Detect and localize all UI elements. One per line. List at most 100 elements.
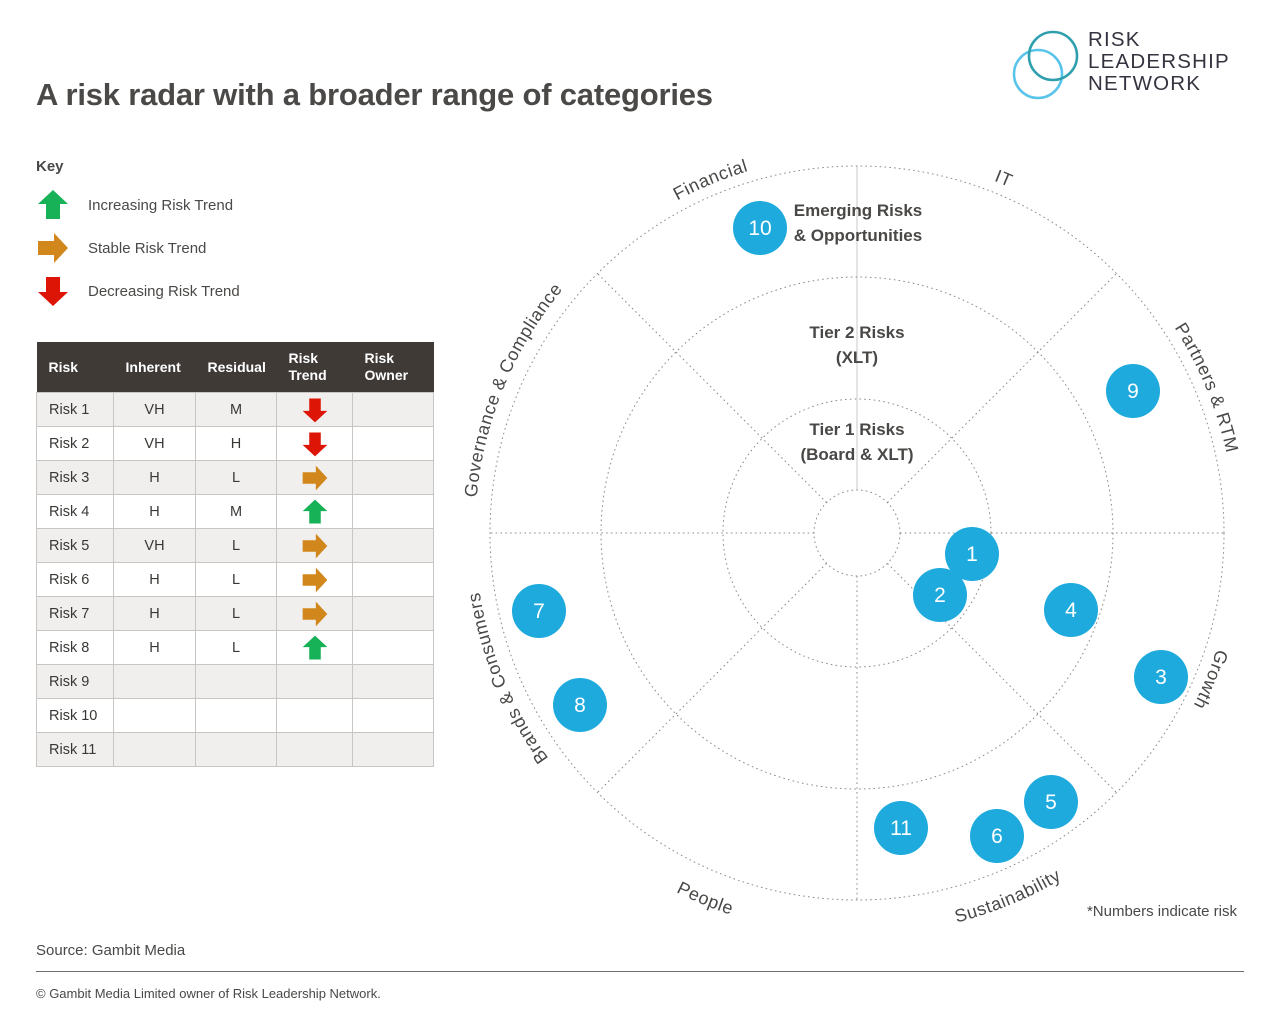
column-header: Risk Trend [276,342,353,393]
logo-rings-icon [1012,30,1079,100]
risk-point-number: 7 [533,600,545,623]
inherent-cell: VH [113,528,196,563]
risk-name-cell: Risk 5 [36,528,114,563]
logo-line-2: LEADERSHIP [1088,50,1230,73]
residual-cell [195,698,277,733]
residual-cell: L [195,630,277,665]
residual-cell: M [195,392,277,427]
risk-trend-cell [276,664,353,699]
risk-trend-cell [276,630,353,665]
risk-point-number: 2 [934,584,946,607]
radar-ring [600,276,1114,790]
risk-point-number: 5 [1045,791,1057,814]
risk-owner-cell [352,732,434,767]
risk-name-cell: Risk 4 [36,494,114,529]
risk-point-number: 8 [574,694,586,717]
risk-leadership-network-logo: RISK LEADERSHIP NETWORK [1012,28,1230,100]
risk-trend-cell [276,460,353,495]
key-item-label: Increasing Risk Trend [88,196,234,214]
inherent-cell [113,732,196,767]
risk-point-number: 1 [966,543,978,566]
risk-point-8: 8 [553,678,607,732]
copyright-text: © Gambit Media Limited owner of Risk Lea… [36,986,381,1001]
risk-owner-cell [352,426,434,461]
risk-trend-cell [276,562,353,597]
trend-right-icon [302,601,327,626]
risk-trend-cell [276,494,353,529]
risk-trend-cell [276,732,353,767]
radar-ring [489,165,1225,901]
residual-cell: L [195,596,277,631]
inherent-cell: H [113,596,196,631]
risk-owner-cell [352,698,434,733]
inherent-cell: VH [113,426,196,461]
radar-category-label: Governance & Compliance [461,279,566,498]
inherent-cell: H [113,562,196,597]
radar-ring [813,489,901,577]
inherent-cell: H [113,460,196,495]
risk-trend-cell [276,528,353,563]
risk-point-6: 6 [970,809,1024,863]
residual-cell [195,732,277,767]
residual-cell: H [195,426,277,461]
risk-owner-cell [352,664,434,699]
risk-owner-cell [352,562,434,597]
radar-spoke [597,273,827,503]
risk-point-7: 7 [512,584,566,638]
risk-name-cell: Risk 3 [36,460,114,495]
residual-cell: L [195,562,277,597]
radar-zone-label: Tier 2 Risks [809,323,904,342]
inherent-cell [113,698,196,733]
radar-zone-label: (XLT) [836,348,878,367]
inherent-cell: H [113,630,196,665]
risk-name-cell: Risk 6 [36,562,114,597]
radar-zone-label: Emerging Risks [794,201,923,220]
trend-right-icon [302,533,327,558]
page-title: A risk radar with a broader range of cat… [36,76,713,112]
key-heading: Key [36,158,64,175]
inherent-cell: H [113,494,196,529]
risk-point-number: 11 [890,817,912,840]
logo-wordmark: RISK LEADERSHIP NETWORK [1088,28,1230,95]
inherent-cell [113,664,196,699]
trend-down-icon [302,431,327,456]
risk-trend-cell [276,392,353,427]
trend-right-icon [38,233,68,263]
column-header: Risk Owner [352,342,434,393]
risk-name-cell: Risk 7 [36,596,114,631]
residual-cell: L [195,528,277,563]
risk-point-number: 3 [1155,666,1167,689]
key-item-up: Increasing Risk Trend [36,188,233,222]
trend-right-icon [302,567,327,592]
risk-point-number: 9 [1127,380,1139,403]
radar-spoke [597,563,827,793]
radar-category-label: People [674,878,736,919]
residual-cell [195,664,277,699]
key-item-down: Decreasing Risk Trend [36,274,240,308]
inherent-cell: VH [113,392,196,427]
column-header: Residual [195,342,277,393]
risk-point-number: 6 [991,825,1003,848]
table-row: Risk 11 [36,732,434,767]
radar-category-label: IT [992,166,1016,191]
risk-point-11: 11 [874,801,928,855]
residual-cell: M [195,494,277,529]
risk-point-9: 9 [1106,364,1160,418]
risk-trend-cell [276,426,353,461]
risk-owner-cell [352,528,434,563]
trend-up-icon [302,635,327,660]
radar-spoke [887,273,1117,503]
radar-category-label: Growth [1190,647,1232,712]
risk-point-5: 5 [1024,775,1078,829]
risk-point-1: 1 [945,527,999,581]
risk-name-cell: Risk 1 [36,392,114,427]
risk-table-header: Risk Inherent Residual Risk Trend Risk Owner [36,342,434,393]
key-item-label: Decreasing Risk Trend [88,282,240,300]
risk-name-cell: Risk 9 [36,664,114,699]
logo-line-3: NETWORK [1088,72,1201,95]
risk-radar: Financial IT Partners & RTM Growth Sustainab… [461,156,1242,927]
table-row: Risk 10 [36,698,434,733]
